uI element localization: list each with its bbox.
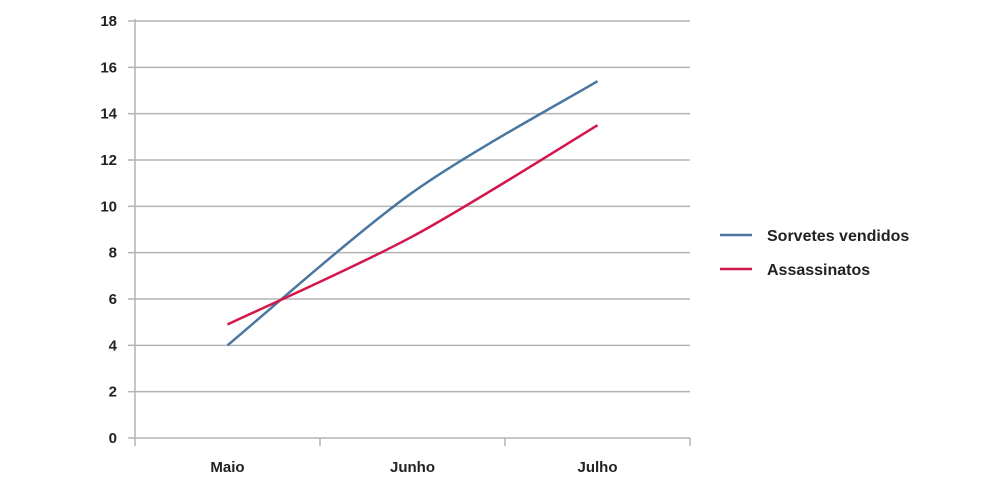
legend-label: Sorvetes vendidos	[767, 228, 909, 245]
y-tick-label: 6	[109, 291, 117, 308]
y-tick-label: 12	[100, 152, 117, 169]
y-tick-label: 4	[109, 337, 118, 354]
y-tick-label: 16	[100, 59, 117, 76]
legend: Sorvetes vendidos Assassinatos	[720, 228, 909, 279]
x-tick-label: Maio	[210, 459, 244, 476]
axes	[134, 19, 690, 439]
x-axis-ticks: Maio Junho Julho	[134, 438, 691, 476]
x-tick-label: Junho	[390, 459, 435, 476]
y-tick-label: 0	[109, 430, 117, 447]
y-axis-ticks: 0 2 4 6 8 10 12 14 16 18	[100, 13, 135, 447]
series-line-0	[226, 80, 599, 347]
y-tick-label: 2	[109, 384, 117, 401]
y-tick-label: 14	[100, 106, 117, 123]
series-lines	[226, 80, 599, 347]
y-tick-label: 18	[100, 13, 117, 30]
grid-lines	[135, 20, 690, 393]
y-tick-label: 10	[100, 198, 117, 215]
series-line-1	[226, 124, 599, 326]
y-tick-label: 8	[109, 245, 117, 262]
legend-label: Assassinatos	[767, 262, 870, 279]
x-tick-label: Julho	[578, 459, 618, 476]
